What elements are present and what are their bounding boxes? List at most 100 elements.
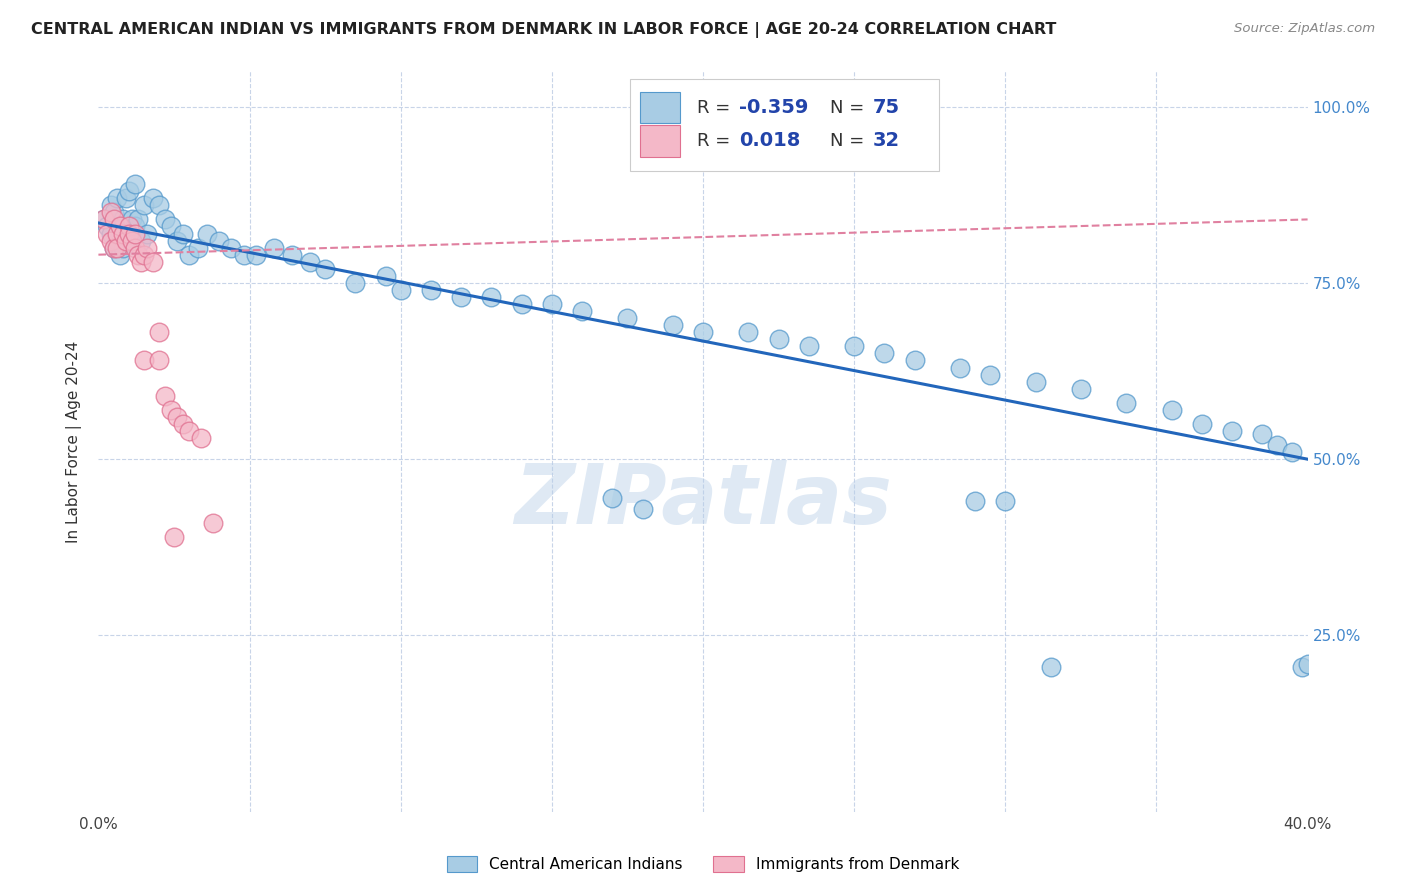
Point [127, 248, 149, 262]
Point [96, 219, 118, 234]
Point [121, 212, 143, 227]
Point [540, 297, 562, 311]
Point [111, 212, 134, 227]
Text: ZIPatlas: ZIPatlas [515, 460, 891, 541]
Point [108, 219, 131, 234]
Point [118, 184, 141, 198]
Point [179, 248, 201, 262]
Point [135, 227, 157, 241]
Point [132, 248, 155, 262]
Point [160, 402, 183, 417]
Point [949, 360, 972, 375]
Point [571, 304, 593, 318]
Point [103, 241, 125, 255]
Point [153, 212, 176, 227]
FancyBboxPatch shape [640, 126, 681, 156]
Point [631, 501, 654, 516]
Point [768, 332, 790, 346]
Point [420, 283, 443, 297]
Legend: Central American Indians, Immigrants from Denmark: Central American Indians, Immigrants fro… [439, 848, 967, 880]
Point [374, 268, 396, 283]
Text: R =: R = [697, 99, 735, 117]
Point [100, 205, 122, 219]
Point [142, 254, 165, 268]
FancyBboxPatch shape [630, 78, 939, 171]
Point [105, 241, 128, 255]
Point [160, 219, 183, 234]
Point [148, 353, 170, 368]
Point [166, 409, 188, 424]
Text: 0.018: 0.018 [740, 131, 800, 151]
Text: N =: N = [830, 132, 870, 150]
Point [281, 248, 304, 262]
Point [100, 234, 122, 248]
Point [114, 234, 136, 248]
Point [1291, 660, 1313, 674]
Point [100, 227, 122, 241]
Point [124, 241, 146, 255]
Text: 75: 75 [872, 98, 900, 117]
Point [103, 241, 125, 255]
Point [103, 212, 125, 227]
Point [797, 339, 820, 353]
Point [1024, 375, 1046, 389]
Text: Source: ZipAtlas.com: Source: ZipAtlas.com [1234, 22, 1375, 36]
Point [132, 198, 155, 212]
Point [299, 254, 322, 268]
Point [1296, 657, 1319, 671]
Point [129, 254, 152, 268]
Point [450, 290, 472, 304]
Point [202, 516, 225, 530]
Point [1220, 424, 1243, 438]
Point [195, 227, 218, 241]
Point [965, 494, 987, 508]
Point [142, 191, 165, 205]
Point [179, 424, 201, 438]
Point [114, 191, 136, 205]
Point [979, 368, 1001, 382]
Point [172, 417, 194, 431]
Point [111, 227, 134, 241]
Text: CENTRAL AMERICAN INDIAN VS IMMIGRANTS FROM DENMARK IN LABOR FORCE | AGE 20-24 CO: CENTRAL AMERICAN INDIAN VS IMMIGRANTS FR… [31, 22, 1056, 38]
Point [263, 241, 285, 255]
Point [904, 353, 927, 368]
Point [737, 325, 759, 339]
Y-axis label: In Labor Force | Age 20-24: In Labor Force | Age 20-24 [66, 341, 83, 542]
Point [135, 241, 157, 255]
Text: R =: R = [697, 132, 735, 150]
Text: N =: N = [830, 99, 870, 117]
Point [105, 227, 128, 241]
Point [208, 234, 231, 248]
Point [108, 248, 131, 262]
Point [166, 234, 188, 248]
Point [124, 177, 146, 191]
Point [314, 261, 336, 276]
Point [245, 248, 267, 262]
Point [481, 290, 503, 304]
Point [103, 205, 125, 219]
Point [1070, 382, 1092, 396]
Text: -0.359: -0.359 [740, 98, 808, 117]
Point [1251, 427, 1274, 442]
Point [844, 339, 866, 353]
Text: 32: 32 [872, 131, 900, 151]
Point [692, 325, 714, 339]
Point [153, 389, 176, 403]
Point [661, 318, 683, 333]
Point [118, 227, 141, 241]
Point [100, 198, 122, 212]
Point [124, 219, 146, 234]
Point [232, 248, 254, 262]
Point [1267, 438, 1289, 452]
Point [1160, 402, 1182, 417]
Point [105, 191, 128, 205]
Point [187, 241, 209, 255]
Point [616, 311, 638, 326]
Point [93, 212, 115, 227]
Point [1039, 660, 1062, 674]
Point [190, 431, 212, 445]
Point [93, 212, 115, 227]
Point [111, 241, 134, 255]
Point [1281, 445, 1303, 459]
Point [602, 491, 624, 505]
